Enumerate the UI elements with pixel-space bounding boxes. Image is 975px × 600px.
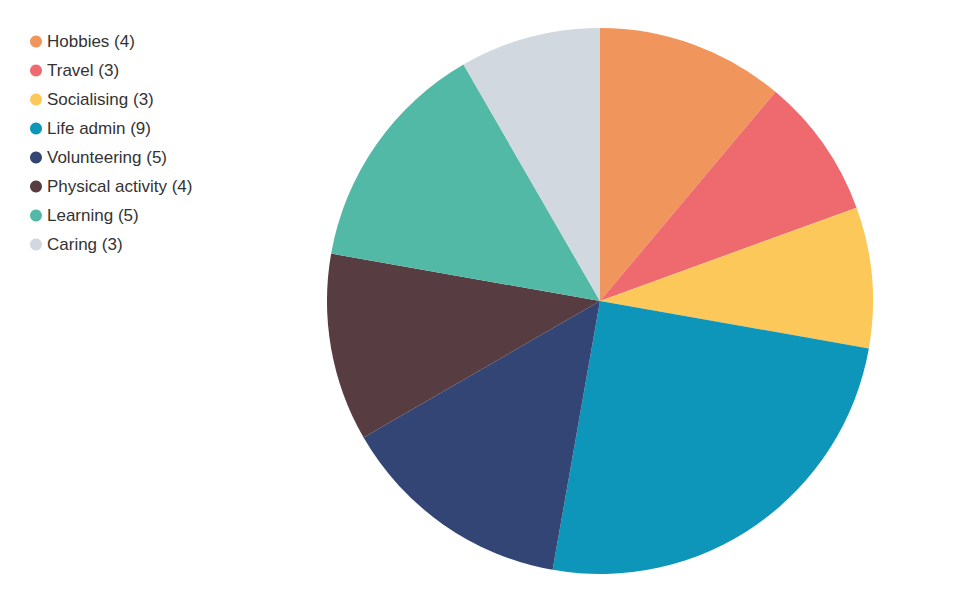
svg-text:Learning (5): Learning (5) — [47, 206, 139, 225]
svg-text:Caring (3): Caring (3) — [47, 235, 123, 254]
svg-text:Life admin (9): Life admin (9) — [47, 119, 151, 138]
svg-text:Physical activity (4): Physical activity (4) — [47, 177, 192, 196]
svg-text:Socialising (3): Socialising (3) — [47, 90, 154, 109]
svg-text:Hobbies (4): Hobbies (4) — [47, 32, 135, 51]
svg-text:Travel (3): Travel (3) — [47, 61, 119, 80]
svg-text:Volunteering (5): Volunteering (5) — [47, 148, 167, 167]
